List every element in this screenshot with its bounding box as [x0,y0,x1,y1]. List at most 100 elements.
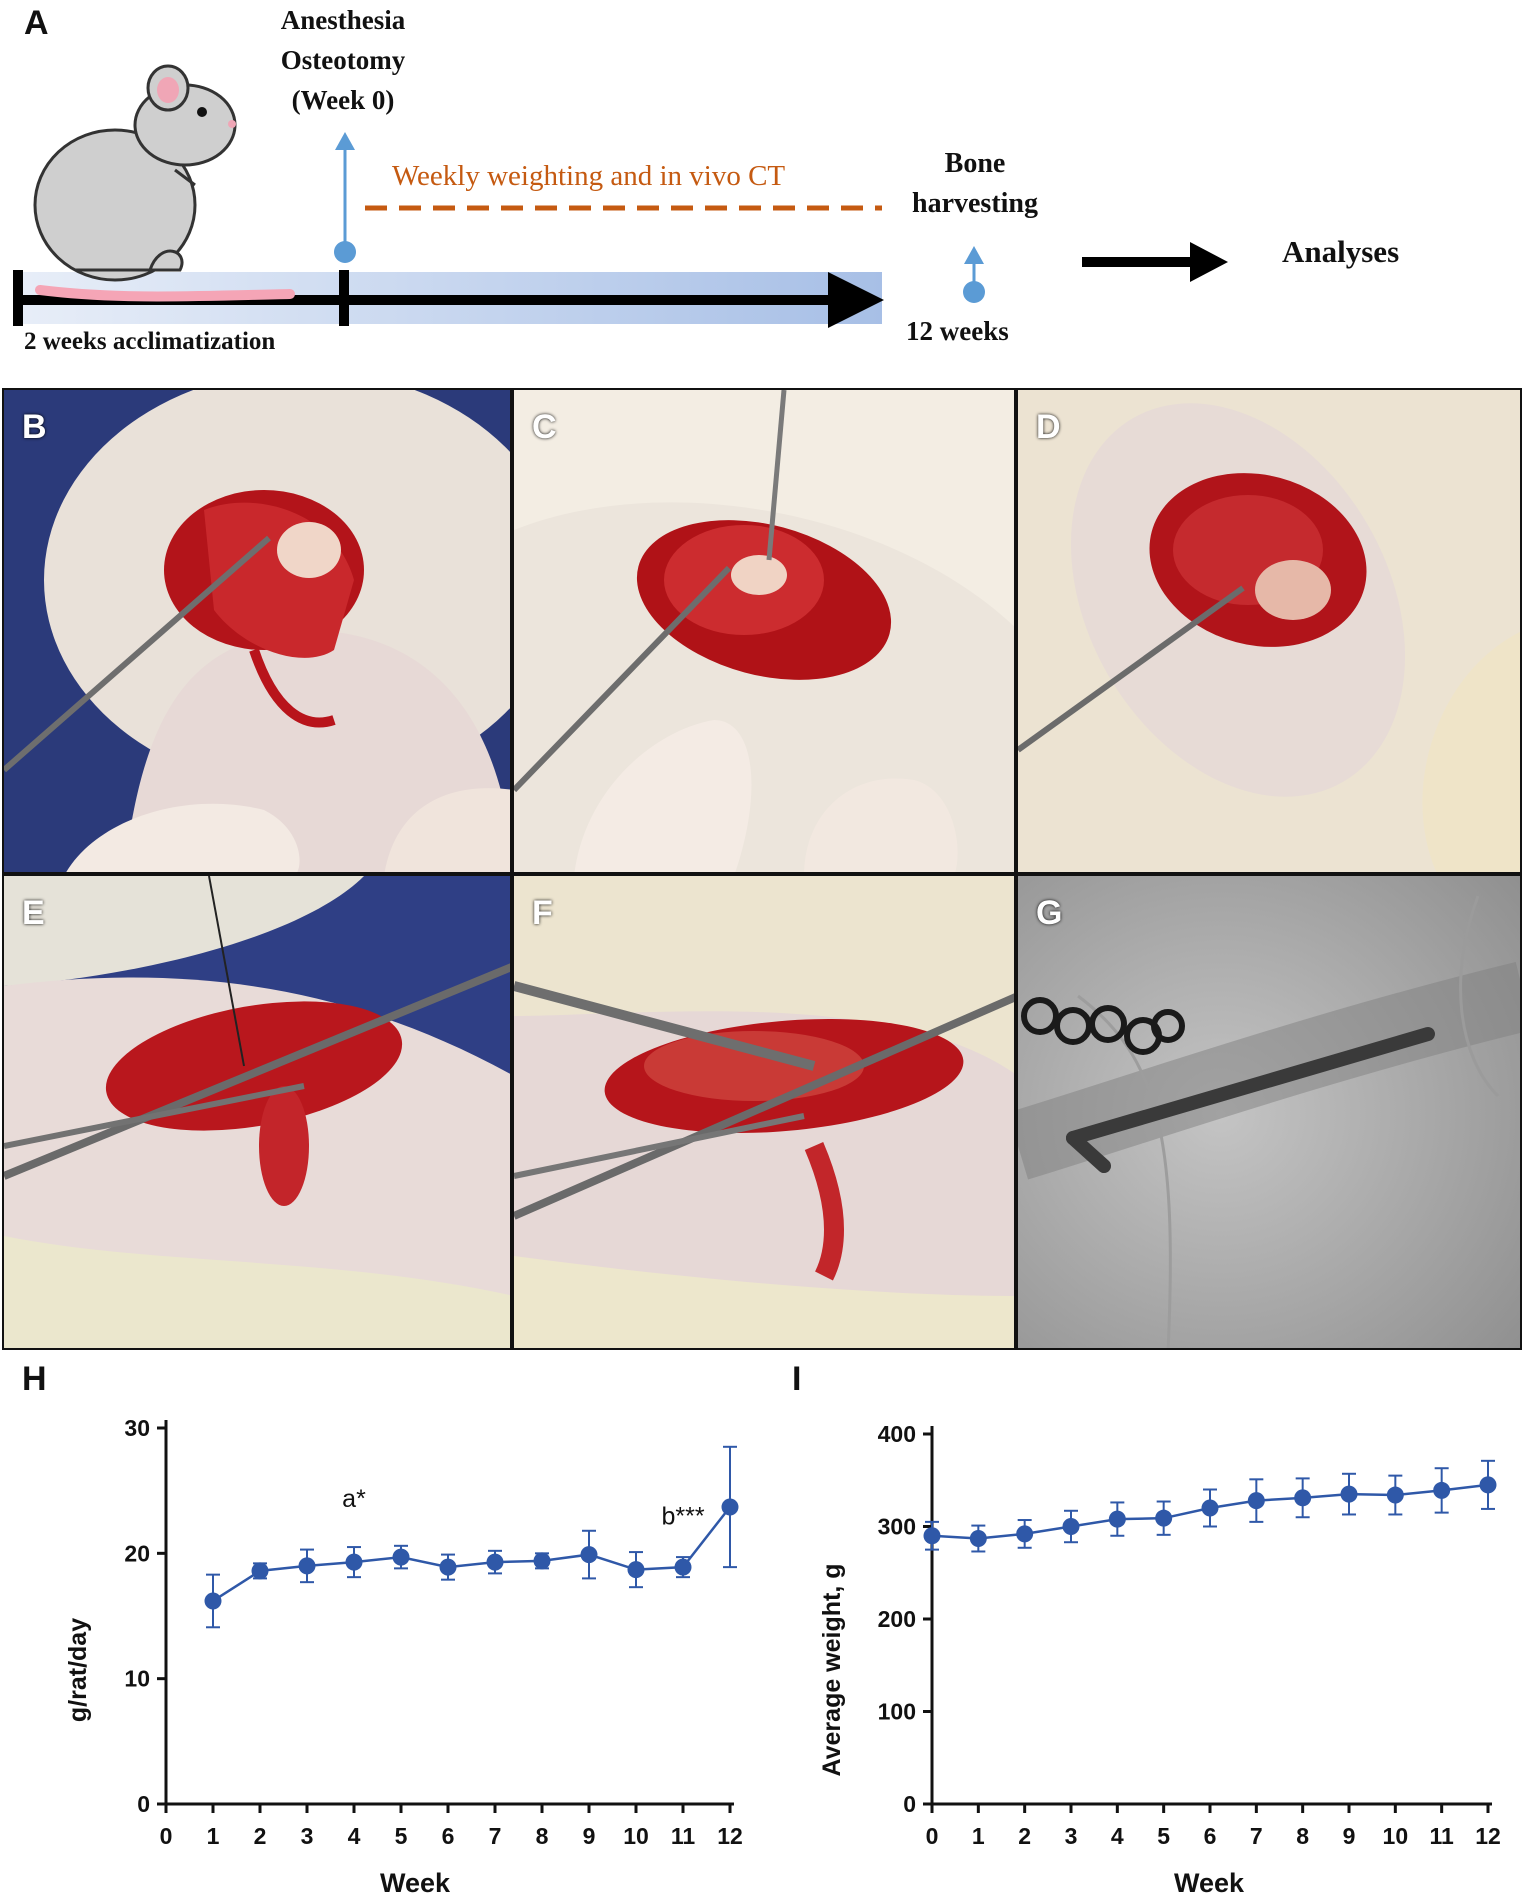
chart-h-x-tick-label: 2 [254,1823,267,1849]
chart-i-data-point [923,1527,941,1545]
end-time-label: 12 weeks [906,316,1009,346]
surgical-photo-b [4,390,510,872]
surgery-event-line1: Anesthesia [280,5,406,35]
chart-i-data-point [1201,1499,1219,1517]
panel-label-e: E [22,894,45,932]
panel-label-h: H [22,1360,47,1398]
panel-label-f: F [532,894,553,932]
chart-i-x-tick-label: 3 [1065,1823,1078,1849]
acclimatization-label: 2 weeks acclimatization [24,328,276,355]
chart-i-x-tick-label: 11 [1430,1823,1455,1849]
panel-label-b: B [22,408,47,446]
chart-i-data-point [1155,1509,1173,1527]
panel-label-g: G [1036,894,1063,932]
chart-h-annotation: b*** [661,1503,704,1531]
chart-i-x-tick-label: 0 [926,1823,939,1849]
panel-label-d: D [1036,408,1061,446]
chart-h-data-point [345,1553,363,1571]
chart-i-y-tick-label: 200 [878,1606,916,1632]
chart-h-feed-intake: g/rat/day Week 0 1 2 3 4 5 6 7 8 9 10 11 120102030a*… [64,1415,743,1898]
chart-i-data-point [1386,1486,1404,1504]
chart-h-data-point [204,1592,222,1610]
chart-h-x-tick-label: 11 [671,1823,696,1849]
chart-h-x-tick-label: 12 [717,1823,743,1849]
surgical-photo-e [4,876,510,1348]
chart-h-data-point [439,1558,457,1576]
panel-label-i: I [792,1360,802,1398]
chart-h-x-tick-label: 8 [536,1823,549,1849]
chart-h-data-point [486,1553,504,1571]
photo-panel-c: C [512,388,1016,874]
surgery-marker-arrowhead [335,132,355,150]
chart-i-x-tick-label: 8 [1296,1823,1309,1849]
photo-panel-g: G [1016,874,1522,1350]
chart-h-y-tick-label: 30 [124,1415,150,1441]
chart-i-y-tick-label: 300 [878,1514,916,1540]
photo-panel-f: F [512,874,1016,1350]
chart-h-x-tick-label: 5 [395,1823,408,1849]
chart-i-data-point [1294,1489,1312,1507]
chart-i-data-point [1247,1492,1265,1510]
chart-h-data-point [298,1557,316,1575]
chart-h-y-tick-label: 10 [124,1666,150,1692]
harvest-event-line1: Bone [944,148,1006,179]
surgical-photo-f [514,876,1014,1348]
photo-panel-e: E [2,874,512,1350]
chart-i-x-tick-label: 12 [1475,1823,1501,1849]
chart-h-data-point [627,1561,645,1579]
timeline-arrowhead [828,272,884,328]
photo-panel-d: D [1016,388,1522,874]
chart-h-series-line [212,1506,731,1603]
harvest-marker-dot [963,281,985,303]
chart-i-data-point [1108,1510,1126,1528]
chart-i-x-tick-label: 2 [1018,1823,1031,1849]
surgical-photo-c [514,390,1014,872]
panel-label-c: C [532,408,557,446]
chart-h-x-tick-label: 4 [348,1823,361,1849]
chart-i-x-tick-label: 1 [972,1823,985,1849]
harvest-marker-arrowhead [964,246,984,264]
chart-h-y-axis-label: g/rat/day [64,1618,92,1722]
analyses-arrowhead [1190,242,1228,282]
chart-h-y-tick-label: 20 [124,1540,150,1566]
chart-i-data-point [1433,1481,1451,1499]
chart-h-x-tick-label: 1 [207,1823,220,1849]
weekly-monitoring-label: Weekly weighting and in vivo CT [392,160,786,192]
surgery-marker-dot [334,241,356,263]
chart-h-x-tick-label: 6 [442,1823,455,1849]
chart-i-x-tick-label: 7 [1250,1823,1263,1849]
chart-h-data-point [251,1562,269,1580]
chart-i-x-tick-label: 9 [1343,1823,1356,1849]
chart-h-x-axis-label: Week [380,1868,451,1898]
surgical-photo-d [1018,390,1520,872]
panel-label-a: A [24,4,49,42]
chart-h-x-tick-label: 0 [160,1823,173,1849]
chart-h-x-tick-label: 9 [583,1823,596,1849]
chart-h-data-point [721,1498,739,1516]
chart-i-body-weight: Average weight, g Week 0 1 2 3 4 5 6 7 8 9 10 11 120… [818,1421,1501,1898]
chart-i-x-tick-label: 5 [1157,1823,1170,1849]
chart-h-data-point [580,1546,598,1564]
surgery-event-line2: Osteotomy [280,45,406,75]
timeline-graphic [13,64,1228,328]
harvest-event-line2: harvesting [912,188,1038,219]
chart-i-x-tick-label: 6 [1204,1823,1217,1849]
chart-h-annotation: a* [342,1485,366,1513]
chart-h-x-tick-label: 7 [489,1823,502,1849]
chart-h-x-tick-label: 3 [301,1823,314,1849]
chart-i-y-axis-label: Average weight, g [818,1563,846,1776]
xray-image-g [1018,876,1520,1348]
chart-i-data-point [1062,1518,1080,1535]
rat-illustration [33,64,295,302]
chart-i-x-axis-label: Week [1174,1868,1245,1898]
chart-h-data-point [533,1552,551,1570]
analyses-label: Analyses [1282,234,1400,269]
chart-h-data-point [392,1548,410,1566]
chart-i-data-point [1016,1525,1034,1543]
harvest-event-label: Bone harvesting [890,144,1060,224]
chart-i-y-tick-label: 0 [903,1791,916,1817]
chart-h-x-tick-label: 10 [623,1823,649,1849]
surgery-event-label: Anesthesia Osteotomy (Week 0) [258,0,428,120]
chart-i-data-point [1340,1485,1358,1503]
chart-i-x-tick-label: 10 [1383,1823,1409,1849]
